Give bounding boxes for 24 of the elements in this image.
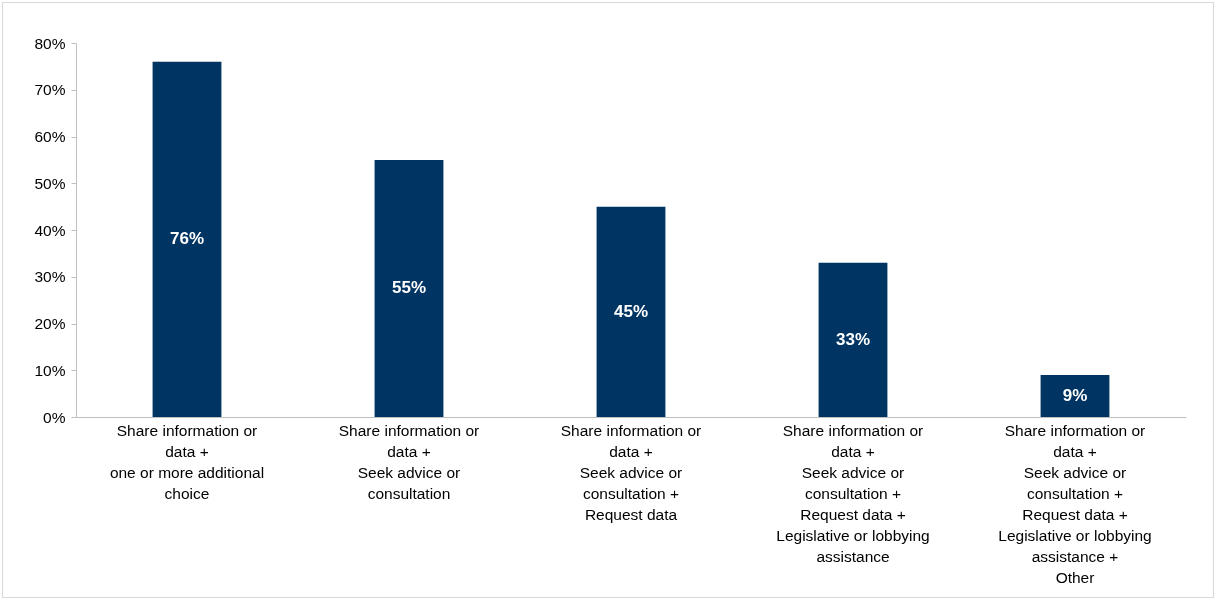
- bar: [596, 206, 666, 417]
- bar: [818, 262, 888, 417]
- x-tick-label: Share information or data + Seek advice or consultation: [338, 421, 480, 502]
- data-label: 9%: [1062, 385, 1088, 405]
- data-label: 55%: [391, 278, 427, 298]
- x-tick-label: Share information or data + Seek advice or consultation + Request data: [560, 421, 702, 523]
- y-tick-label: 30%: [34, 268, 66, 286]
- x-tick-label: Share information or data + one or more additional choice: [109, 421, 265, 502]
- y-tick-label: 10%: [34, 361, 66, 379]
- y-tick-label: 50%: [34, 174, 66, 192]
- y-tick-label: 0%: [43, 408, 66, 426]
- y-tick-label: 80%: [34, 34, 66, 52]
- y-tick-label: 40%: [34, 221, 66, 239]
- bar: [374, 159, 444, 417]
- data-label: 76%: [169, 229, 205, 249]
- y-tick-label: 20%: [34, 315, 66, 332]
- y-tick-label: 70%: [34, 81, 66, 99]
- data-label: 45%: [613, 301, 649, 321]
- y-tick-label: 60%: [34, 128, 66, 145]
- data-label: 33%: [835, 329, 871, 349]
- bar: [1040, 374, 1110, 417]
- x-tick-label: Share information or data + Seek advice or consultation + Request data + Legislative or lobbying assistance + Other: [998, 421, 1152, 586]
- x-tick-label: Share information or data + Seek advice or consultation + Request data + Legislative or lobbying assistance: [776, 421, 930, 565]
- bar: [152, 61, 222, 417]
